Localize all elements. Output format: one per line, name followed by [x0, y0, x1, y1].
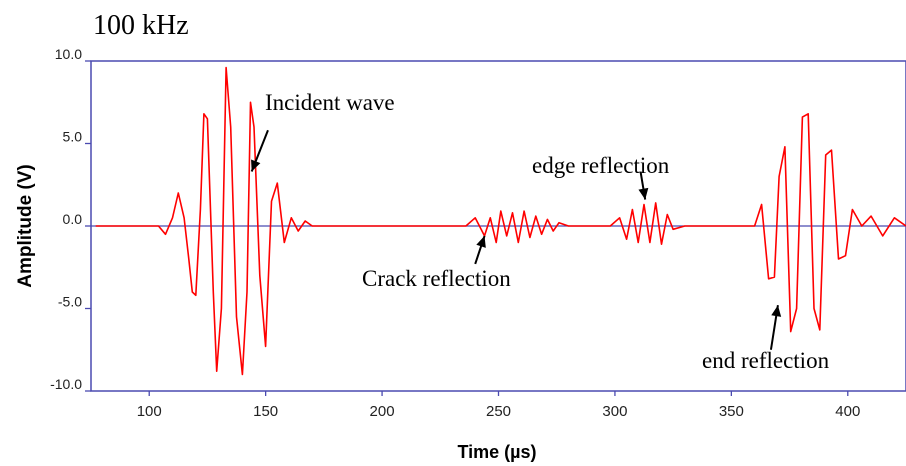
x-tick-label: 250 — [486, 403, 511, 420]
x-tick-label: 100 — [137, 403, 162, 420]
y-tick-label: 5.0 — [63, 129, 83, 145]
annotation-label: edge reflection — [532, 153, 670, 178]
annotation-arrowhead — [476, 235, 486, 248]
y-axis-label: Amplitude (V) — [15, 164, 36, 288]
y-tick-label: -5.0 — [58, 294, 82, 310]
annotation-label: Crack reflection — [362, 266, 511, 291]
annotation-arrowhead — [251, 159, 261, 172]
x-tick-label: 350 — [719, 403, 744, 420]
annotations: Incident wave edge reflection Crack reflec… — [250, 90, 830, 373]
annotation-arrowhead — [638, 187, 649, 200]
annotation-arrowhead — [771, 305, 782, 317]
x-axis-label: Time (µs) — [457, 442, 536, 462]
x-tick-label: 200 — [370, 403, 395, 420]
x-tick-label: 400 — [835, 403, 860, 420]
chart-title: 100 kHz — [93, 10, 189, 41]
y-tick-label: -10.0 — [50, 376, 82, 392]
y-tick-label: 10.0 — [55, 46, 82, 62]
x-axis-ticks: 100 150 200 250 300 350 400 — [137, 391, 860, 420]
x-tick-label: 150 — [253, 403, 278, 420]
annotation-label: end reflection — [702, 348, 830, 373]
annotation-label: Incident wave — [265, 90, 395, 115]
y-axis-ticks: 10.0 5.0 0.0 -5.0 -10.0 — [50, 46, 91, 392]
y-tick-label: 0.0 — [63, 211, 83, 227]
x-tick-label: 300 — [602, 403, 627, 420]
signal-series-line — [95, 66, 906, 376]
